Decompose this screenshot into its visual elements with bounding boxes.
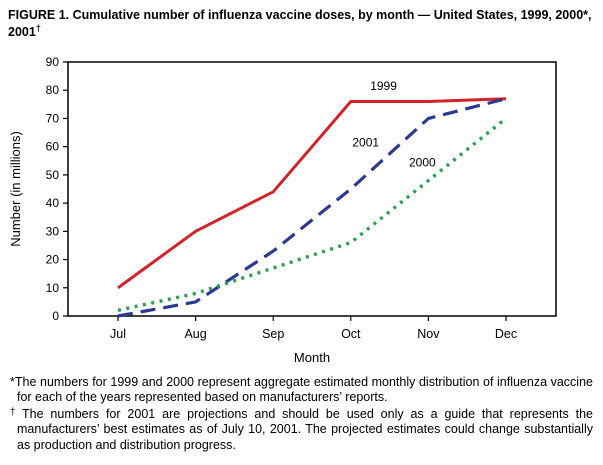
y-tick-label: 90 [46, 55, 60, 69]
y-tick-label: 20 [46, 252, 60, 266]
footnote-asterisk-marker: * [10, 374, 15, 389]
footnote-asterisk: *The numbers for 1999 and 2000 represent… [10, 375, 593, 406]
y-tick-label: 40 [46, 196, 60, 210]
footnote-dagger-text: The numbers for 2001 are projections and… [17, 406, 593, 452]
plot-border [67, 60, 557, 317]
y-tick-label: 60 [46, 139, 60, 153]
series-line-2000 [117, 116, 508, 312]
series-line-2001 [117, 96, 507, 318]
y-tick-label: 0 [52, 309, 59, 323]
series-line-1999 [117, 96, 507, 289]
y-tick-label: 50 [46, 168, 60, 182]
footnote-asterisk-text: The numbers for 1999 and 2000 represent … [14, 374, 593, 405]
x-tick-label: Nov [417, 327, 440, 341]
x-tick-label: Oct [341, 327, 361, 341]
x-tick-label: Sep [262, 327, 284, 341]
x-tick-label: Aug [184, 327, 206, 341]
y-tick-label: 80 [46, 83, 60, 97]
x-tick-label: Dec [495, 327, 517, 341]
y-axis-title: Number (in millions) [8, 131, 23, 247]
figure-title-dagger: † [35, 23, 41, 34]
y-tick-label: 30 [46, 224, 60, 238]
x-tick-label: Jul [110, 327, 126, 341]
series-label-2001: 2001 [352, 135, 379, 149]
y-tick-label: 10 [46, 280, 60, 294]
footnotes: *The numbers for 1999 and 2000 represent… [0, 373, 603, 454]
x-axis-title: Month [294, 350, 330, 365]
influenza-vaccine-line-chart: 0 10 20 30 40 50 60 70 80 90 Jul Aug Sep Oct Nov Dec 199… [8, 55, 557, 365]
footnote-dagger: † The numbers for 2001 are projections an… [10, 407, 593, 454]
series-label-1999: 1999 [370, 79, 397, 93]
y-tick-label: 70 [46, 111, 60, 125]
figure-title: FIGURE 1. Cumulative number of influenza… [0, 0, 603, 41]
figure-title-text: FIGURE 1. Cumulative number of influenza… [8, 8, 592, 40]
footnote-dagger-marker: † [10, 406, 19, 418]
series-label-2000: 2000 [409, 155, 436, 169]
